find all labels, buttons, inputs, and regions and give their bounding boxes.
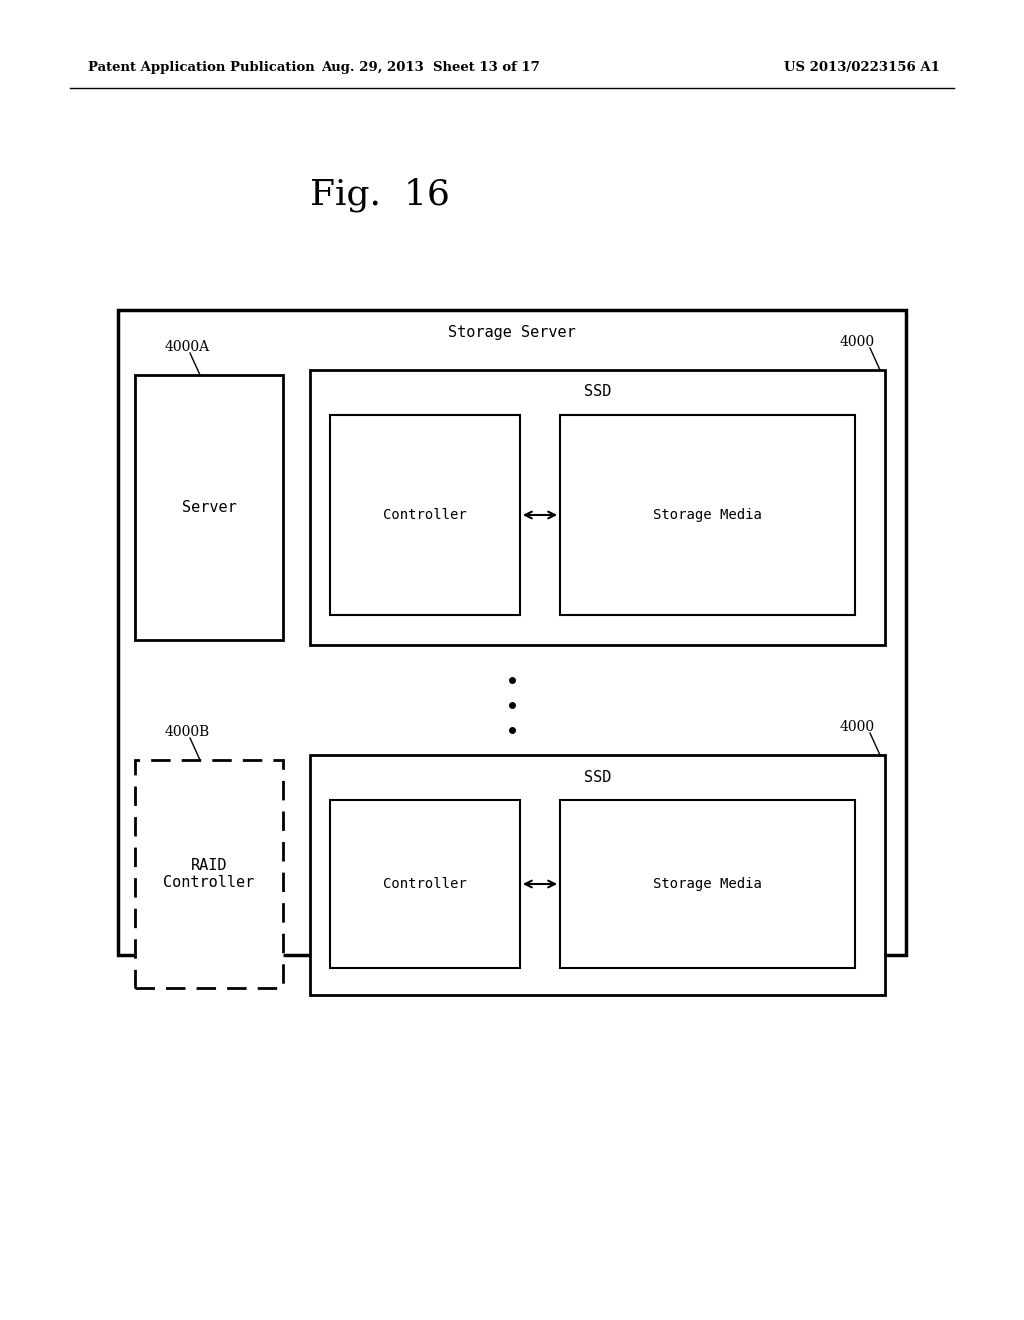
Text: Fig.  16: Fig. 16 <box>310 178 450 213</box>
Text: 4000: 4000 <box>840 719 874 734</box>
Text: RAID
Controller: RAID Controller <box>164 858 255 890</box>
Bar <box>560 414 855 615</box>
Text: Storage Server: Storage Server <box>449 325 575 339</box>
Text: 4000B: 4000B <box>165 725 210 739</box>
Text: Server: Server <box>181 500 237 515</box>
Bar <box>135 760 283 987</box>
Text: Aug. 29, 2013  Sheet 13 of 17: Aug. 29, 2013 Sheet 13 of 17 <box>321 62 540 74</box>
Text: SSD: SSD <box>584 770 611 784</box>
Bar <box>560 800 855 968</box>
Text: Storage Media: Storage Media <box>653 876 762 891</box>
Text: Storage Media: Storage Media <box>653 508 762 521</box>
Text: Controller: Controller <box>383 876 467 891</box>
Text: 4000A: 4000A <box>165 341 210 354</box>
Bar <box>310 370 885 645</box>
Text: US 2013/0223156 A1: US 2013/0223156 A1 <box>784 62 940 74</box>
Text: SSD: SSD <box>584 384 611 400</box>
Text: Controller: Controller <box>383 508 467 521</box>
Bar <box>135 375 283 640</box>
Text: Patent Application Publication: Patent Application Publication <box>88 62 314 74</box>
Bar <box>310 755 885 995</box>
Bar <box>330 414 520 615</box>
Text: 4000: 4000 <box>840 335 874 348</box>
Bar <box>118 310 906 954</box>
Bar <box>330 800 520 968</box>
